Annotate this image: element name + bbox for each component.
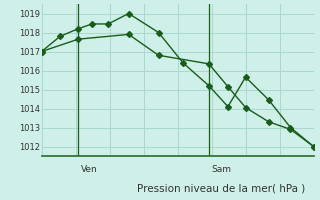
Text: Ven: Ven [81, 166, 98, 174]
Text: Sam: Sam [212, 166, 232, 174]
Text: Pression niveau de la mer( hPa ): Pression niveau de la mer( hPa ) [137, 183, 305, 193]
